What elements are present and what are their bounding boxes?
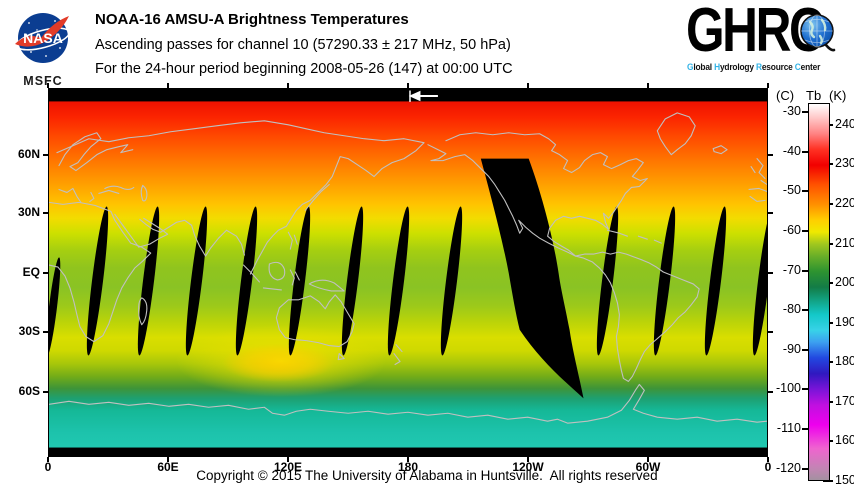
header-titles: NOAA-16 AMSU-A Brightness Temperatures A…: [95, 9, 513, 85]
globe-icon: [800, 14, 836, 52]
subtitle-channel: Ascending passes for channel 10 (57290.3…: [95, 37, 511, 53]
kelvin-tick-label: 210: [835, 235, 854, 250]
lon-tick: [527, 457, 529, 462]
west-arrow-icon: [408, 90, 438, 102]
lon-tick: [407, 457, 409, 462]
lat-label: 60N: [17, 147, 40, 161]
subtitle-period: For the 24-hour period beginning 2008-05…: [95, 61, 513, 77]
kelvin-tick-label: 150: [835, 473, 854, 487]
colorbar-unit-celsius: (C): [776, 88, 795, 103]
kelvin-tick-label: 160: [835, 433, 854, 448]
copyright-text: Copyright © 2015 The University of Alaba…: [196, 468, 658, 483]
kelvin-tick-label: 180: [835, 354, 854, 369]
nasa-insignia-icon: NASA: [15, 13, 70, 63]
kelvin-tick-label: 190: [835, 314, 854, 329]
lat-label: 60S: [18, 384, 40, 398]
nasa-logo: NASA MSFC: [12, 8, 74, 88]
lon-tick: [647, 457, 649, 462]
world-map: [48, 88, 768, 457]
kelvin-tick-label: 200: [835, 275, 854, 290]
lat-label: 30N: [17, 205, 40, 219]
map-overlay: [49, 90, 767, 424]
page-title: NOAA-16 AMSU-A Brightness Temperatures: [95, 11, 409, 28]
ghrc-tagline-part: R: [755, 62, 762, 72]
svg-text:NASA: NASA: [23, 30, 63, 46]
celsius-tick-label: -90: [782, 341, 801, 356]
lon-tick: [287, 457, 289, 462]
ghrc-tagline-part: C: [794, 62, 801, 72]
lon-tick: [767, 457, 769, 462]
celsius-tick-label: -80: [782, 302, 801, 317]
kelvin-tick-label: 220: [835, 195, 854, 210]
wide-data-gap: [480, 158, 584, 399]
celsius-tick-label: -100: [775, 381, 801, 396]
lon-tick: [167, 457, 169, 462]
coastlines-icon: [49, 112, 767, 424]
ghrc-tagline-part: enter: [800, 62, 821, 72]
ghrc-tagline: Global Hydrology Resource Center: [687, 62, 820, 72]
lat-tick-right: [768, 331, 773, 333]
ghrc-tagline-part: esource: [761, 62, 795, 72]
lat-tick-right: [768, 154, 773, 156]
ghrc-tagline-part: H: [714, 62, 720, 72]
kelvin-tick-label: 170: [835, 393, 854, 408]
colorbar-quantity-label: Tb: [806, 88, 822, 103]
nasa-msfc-label: MSFC: [23, 74, 63, 88]
kelvin-tick-label: 240: [835, 116, 854, 131]
lat-tick-right: [768, 212, 773, 214]
ghrc-tagline-part: ydrology: [719, 62, 756, 72]
lat-label: 30S: [18, 324, 40, 338]
celsius-tick-label: -30: [782, 104, 801, 119]
lat-tick-right: [768, 391, 773, 393]
ghrc-tagline-part: G: [687, 62, 694, 72]
celsius-tick-label: -60: [782, 223, 801, 238]
temperature-field: [49, 89, 767, 456]
kelvin-tick-label: 230: [835, 156, 854, 171]
colorbar-gradient: [808, 103, 830, 481]
celsius-tick-label: -70: [782, 262, 801, 277]
celsius-tick-label: -40: [782, 143, 801, 158]
lat-label: EQ: [22, 265, 40, 279]
ghrc-logo: G H R C Global Hydrology Resource Center: [684, 0, 850, 78]
celsius-tick-label: -110: [776, 420, 801, 435]
celsius-tick-label: -50: [782, 183, 801, 198]
colorbar-unit-kelvin: (K): [829, 88, 847, 103]
ghrc-tagline-part: lobal: [693, 62, 715, 72]
lat-tick-right: [768, 272, 773, 274]
lon-tick: [47, 457, 49, 462]
